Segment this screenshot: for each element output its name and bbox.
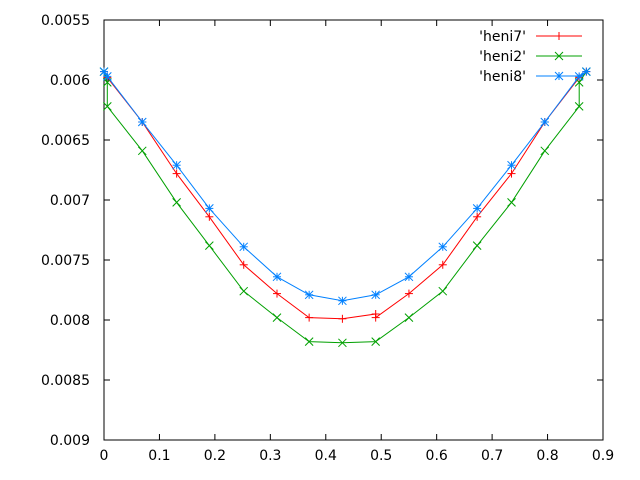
- y-tick-label: 0.0075: [41, 253, 90, 269]
- x-tick-label: 0.5: [370, 448, 392, 464]
- data-point: [405, 273, 413, 281]
- data-point: [273, 314, 281, 322]
- data-point: [138, 118, 146, 126]
- data-point: [173, 198, 181, 206]
- y-tick-label: 0.008: [50, 313, 90, 329]
- data-point: [405, 314, 413, 322]
- legend-label: 'heni2': [479, 49, 526, 65]
- data-point: [439, 287, 447, 295]
- data-point: [240, 287, 248, 295]
- y-tick-label: 0.0055: [41, 13, 90, 29]
- x-tick-label: 0: [100, 448, 109, 464]
- data-point: [305, 314, 313, 322]
- data-point: [205, 204, 213, 212]
- data-point: [508, 161, 516, 169]
- data-point: [372, 291, 380, 299]
- x-tick-label: 0.3: [259, 448, 281, 464]
- y-tick-label: 0.007: [50, 193, 90, 209]
- data-point: [205, 213, 213, 221]
- data-point: [103, 72, 111, 80]
- data-point: [138, 147, 146, 155]
- series-line-2: [104, 72, 586, 301]
- data-point: [582, 68, 590, 76]
- y-tick-label: 0.009: [50, 433, 90, 449]
- legend-label: 'heni7': [479, 29, 526, 45]
- x-tick-label: 0.4: [315, 448, 337, 464]
- y-tick-label: 0.006: [50, 73, 90, 89]
- legend-label: 'heni8': [479, 69, 526, 85]
- x-tick-label: 0.1: [148, 448, 170, 464]
- data-point: [273, 273, 281, 281]
- data-point: [541, 118, 549, 126]
- legend: 'heni7' 'heni2' 'heni8': [479, 29, 582, 85]
- series-line-1: [104, 72, 586, 343]
- data-point: [508, 198, 516, 206]
- data-point: [473, 242, 481, 250]
- x-tick-label: 0.6: [426, 448, 448, 464]
- y-tick-label: 0.0065: [41, 133, 90, 149]
- axes: 0 0.1 0.2 0.3 0.4 0.5 0.6 0.7 0.8 0.9 0.0055 0.006 0…: [41, 13, 614, 464]
- data-point: [541, 147, 549, 155]
- data-point: [305, 291, 313, 299]
- data-point: [338, 315, 346, 323]
- x-tick-label: 0.8: [536, 448, 558, 464]
- chart-container: 0 0.1 0.2 0.3 0.4 0.5 0.6 0.7 0.8 0.9 0.0055 0.006 0…: [0, 0, 640, 480]
- data-point: [473, 204, 481, 212]
- data-point: [439, 243, 447, 251]
- data-point: [100, 68, 108, 76]
- y-tick-label: 0.0085: [41, 373, 90, 389]
- x-tick-label: 0.7: [481, 448, 503, 464]
- data-point: [338, 297, 346, 305]
- data-point: [173, 170, 181, 178]
- line-chart: 0 0.1 0.2 0.3 0.4 0.5 0.6 0.7 0.8 0.9 0.0055 0.006 0…: [0, 0, 640, 480]
- x-tick-label: 0.9: [592, 448, 614, 464]
- data-point: [173, 161, 181, 169]
- series-group: [100, 68, 590, 347]
- x-tick-label: 0.2: [204, 448, 226, 464]
- series-line-0: [104, 72, 586, 319]
- plot-border: [104, 20, 603, 440]
- legend-marker: [555, 32, 563, 40]
- data-point: [240, 243, 248, 251]
- legend-marker: [555, 72, 563, 80]
- data-point: [205, 242, 213, 250]
